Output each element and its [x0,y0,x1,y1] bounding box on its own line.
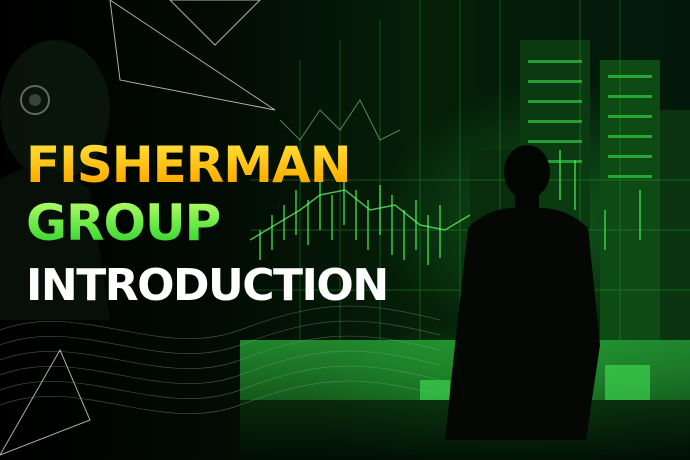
headline: FISHERMAN GROUP INTRODUCTION [26,140,389,311]
businessman-silhouette-icon [445,145,600,440]
robot-figure-icon [0,40,110,320]
headline-line-group: GROUP [26,198,388,258]
headline-line-introduction: INTRODUCTION [26,260,389,311]
headline-line-fisherman: FISHERMAN [26,140,388,196]
triangle-decoration [0,0,276,456]
